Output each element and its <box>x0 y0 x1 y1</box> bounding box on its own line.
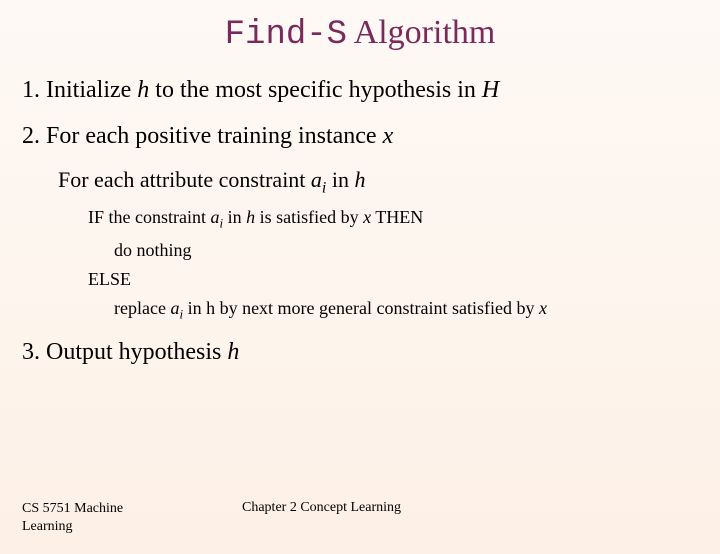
step-1: 1. Initialize h to the most specific hyp… <box>22 74 698 106</box>
if-x: x <box>363 207 371 227</box>
step-3: 3. Output hypothesis h <box>22 336 698 368</box>
step-2-pre: 2. For each positive training instance <box>22 123 383 149</box>
title-mono: Find-S <box>225 16 347 54</box>
step-2-sub1: For each attribute constraint ai in h <box>58 167 698 197</box>
footer-course-1: CS 5751 Machine <box>22 501 123 516</box>
step-3-h: h <box>227 339 239 365</box>
step-2-else-body: replace ai in h by next more general con… <box>114 298 698 323</box>
footer-left: CS 5751 Machine Learning <box>22 500 202 536</box>
sub1-mid: in <box>326 167 354 192</box>
slide-footer: CS 5751 Machine Learning Chapter 2 Conce… <box>22 500 698 536</box>
sub1-pre: For each attribute constraint <box>58 167 311 192</box>
elsebody-mid: in h by next more general constraint sat… <box>183 298 539 318</box>
footer-course-2: Learning <box>22 519 73 534</box>
step-1-pre: 1. Initialize <box>22 77 137 103</box>
footer-center: Chapter 2 Concept Learning <box>202 500 698 516</box>
step-2-if: IF the constraint ai in h is satisfied b… <box>88 207 698 232</box>
sub1-h: h <box>354 167 365 192</box>
slide-body: 1. Initialize h to the most specific hyp… <box>0 74 720 369</box>
step-1-mid: to the most specific hypothesis in <box>149 77 482 103</box>
step-2-then: do nothing <box>114 240 698 261</box>
elsebody-x: x <box>539 298 547 318</box>
else-text: ELSE <box>88 269 131 289</box>
if-end: THEN <box>371 207 423 227</box>
step-3-pre: 3. Output hypothesis <box>22 339 227 365</box>
if-h: h <box>246 207 255 227</box>
if-mid2: is satisfied by <box>255 207 363 227</box>
sub1-a: a <box>311 167 322 192</box>
step-1-h: h <box>137 77 149 103</box>
if-mid1: in <box>223 207 246 227</box>
then-text: do nothing <box>114 240 192 260</box>
footer-chapter: Chapter 2 Concept Learning <box>242 500 401 515</box>
step-2-x: x <box>383 123 394 149</box>
step-2-else: ELSE <box>88 269 698 290</box>
step-2: 2. For each positive training instance x <box>22 120 698 152</box>
title-rest: Algorithm <box>347 14 495 51</box>
elsebody-pre: replace <box>114 298 170 318</box>
if-pre: IF the constraint <box>88 207 210 227</box>
slide-title: Find-S Algorithm <box>0 14 720 54</box>
step-1-big-h: H <box>482 77 499 103</box>
